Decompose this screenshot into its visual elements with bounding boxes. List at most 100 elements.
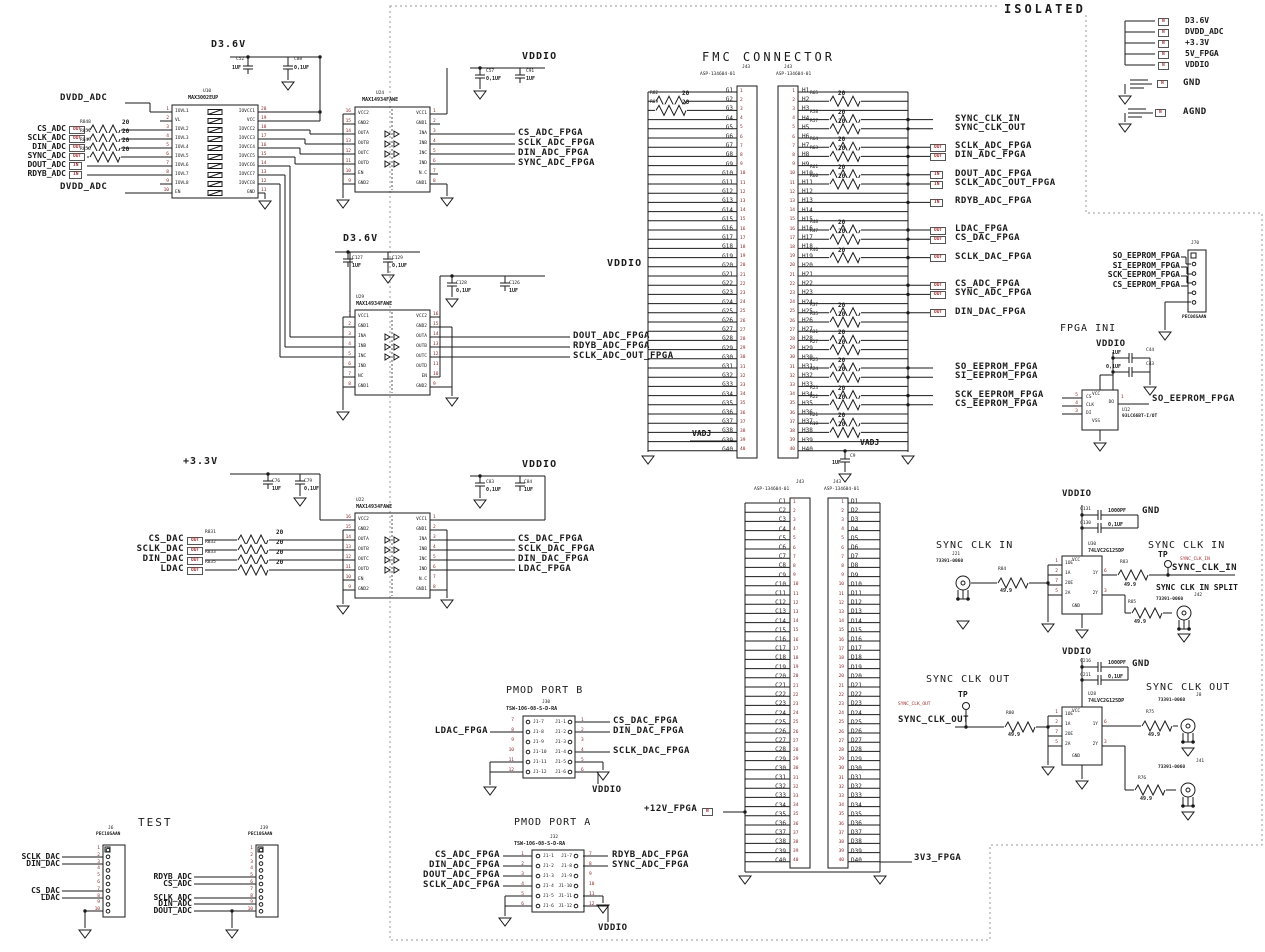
fmc-pin-d: D32 <box>851 783 862 791</box>
fmc-pin-d: D29 <box>851 755 862 763</box>
res-ref: R69 <box>650 100 659 106</box>
fmc-pin-c: C36 <box>775 820 786 827</box>
fmc-pin-h: H4 <box>802 114 810 122</box>
res-val: 20 <box>276 559 284 566</box>
res-val: 20 <box>838 421 846 429</box>
fmc-signal-label: SYNC_CLK_OUT <box>955 122 1027 133</box>
pin-name: J1-10 <box>558 883 572 889</box>
fmc-signal-label: SYNC_CLK_IN <box>955 113 1021 124</box>
pin-number: 6 <box>841 545 844 551</box>
pin-number: 10 <box>163 188 169 193</box>
pin-number: 3 <box>433 129 436 134</box>
res-val: 20 <box>682 99 690 107</box>
fmc-pin-h: H9 <box>802 160 810 168</box>
pin-name: J1-11 <box>558 893 572 899</box>
pin-number: 34 <box>838 803 844 809</box>
res-ref: R31 <box>810 330 819 336</box>
pin-number: 35 <box>793 812 799 818</box>
fmc-pin-h: H20 <box>802 261 813 269</box>
tp-label: TP <box>958 690 968 699</box>
pin-name: INC <box>358 353 367 359</box>
pin-number: 7 <box>841 554 844 560</box>
fmc-pin-g: G16 <box>722 225 733 232</box>
pin-number: 7 <box>348 372 351 377</box>
sma-ref: J21 <box>952 552 961 557</box>
dir-tag: OUT <box>930 281 947 290</box>
fmc-pin-g: G10 <box>722 169 733 177</box>
dir-tag: OUT <box>930 143 947 152</box>
cap-val: 1UF <box>526 76 536 82</box>
pin-number: 3 <box>250 859 253 865</box>
pin-number: 15 <box>789 217 795 223</box>
cap-ref: C131 <box>1080 507 1091 512</box>
u12-vcc: VCC <box>1092 392 1101 397</box>
pin-name: J1-4 <box>543 883 554 889</box>
fmc-pin-c: C10 <box>775 580 786 588</box>
res-val: 49.9 <box>1008 732 1021 738</box>
pin-number: 5 <box>433 555 436 560</box>
stamped-symbol <box>525 759 531 765</box>
pin-number: 3 <box>792 106 795 112</box>
res-val: 20 <box>838 228 846 236</box>
fmc-signal-label: LDAC_FPGA <box>955 224 1009 234</box>
cap-val: 1UF <box>352 263 362 269</box>
pin-number: 9 <box>793 573 796 579</box>
pin-name: J1-2 <box>555 729 566 735</box>
adc-signal: CS_ADC <box>37 124 66 133</box>
pin-number: 38 <box>838 839 844 845</box>
stamped-symbol <box>525 729 531 735</box>
pin-number: 11 <box>838 591 844 597</box>
stamped-symbol <box>1191 300 1197 305</box>
sma-part: 73391-0060 <box>936 559 964 564</box>
res-val: 20 <box>838 301 846 309</box>
pin-number: 1 <box>521 852 524 857</box>
u10-ref: U10 <box>203 89 212 94</box>
pin-name: VCC <box>246 117 255 123</box>
fmc-pin-g: G35 <box>722 399 733 407</box>
fpga-signal: SYNC_ADC_FPGA <box>518 158 595 168</box>
pin-number: 32 <box>838 784 844 790</box>
stamped-symbol <box>525 719 531 725</box>
pin-number: 7 <box>250 886 253 892</box>
pin-number: 39 <box>740 438 746 444</box>
res-ref: R21 <box>810 413 819 419</box>
pin-number: 4 <box>433 545 436 550</box>
pin-number: 16 <box>345 109 351 114</box>
pin-name: J1-4 <box>555 749 566 755</box>
pin-number: 10 <box>247 907 253 913</box>
pin-name: GND1 <box>358 323 369 329</box>
pin-number: 6 <box>166 152 169 157</box>
fmc-pin-c: C2 <box>778 507 786 515</box>
pin-number: 1 <box>581 718 584 723</box>
pin-name: 2Y <box>1092 741 1098 747</box>
cap-val: 0,1UF <box>1105 364 1121 370</box>
pin-number: 21 <box>838 683 844 689</box>
pin-number: 32 <box>740 373 746 379</box>
isolated-label: ISOLATED <box>1000 3 1090 15</box>
pin-number: 2 <box>792 97 795 103</box>
fmc-pin-g: G39 <box>722 436 733 444</box>
test-signal: RDYB_ADC <box>153 872 192 882</box>
pin-number: 1 <box>740 88 743 94</box>
fmc-pin-h: H33 <box>802 381 813 389</box>
pin-number: 7 <box>511 718 514 723</box>
adc-signal: DOUT_ADC <box>27 160 66 169</box>
pin-number: 9 <box>792 162 795 168</box>
pin-number: 13 <box>793 609 799 615</box>
fmc-signal-label: SCLK_ADC_OUT_FPGA <box>955 178 1056 188</box>
pin-number: 27 <box>789 327 795 333</box>
u22-ref: U22 <box>356 498 365 503</box>
net-small-sync-clk-in: SYNC_CLK_IN <box>1180 557 1210 562</box>
pin-number: 6 <box>348 362 351 367</box>
res-ref: R831 <box>205 530 216 535</box>
stamped-symbol <box>258 902 264 907</box>
pin-number: 18 <box>789 244 795 250</box>
pin-name: J1-10 <box>533 749 547 755</box>
pin-number: 21 <box>740 272 746 278</box>
res-ref: R61 <box>810 164 819 170</box>
pin-number: 10 <box>793 582 799 588</box>
pin-number: 37 <box>789 419 795 425</box>
pin-number: 19 <box>261 116 267 121</box>
fmc-lower-left-part: ASP-134604-01 <box>754 487 790 492</box>
